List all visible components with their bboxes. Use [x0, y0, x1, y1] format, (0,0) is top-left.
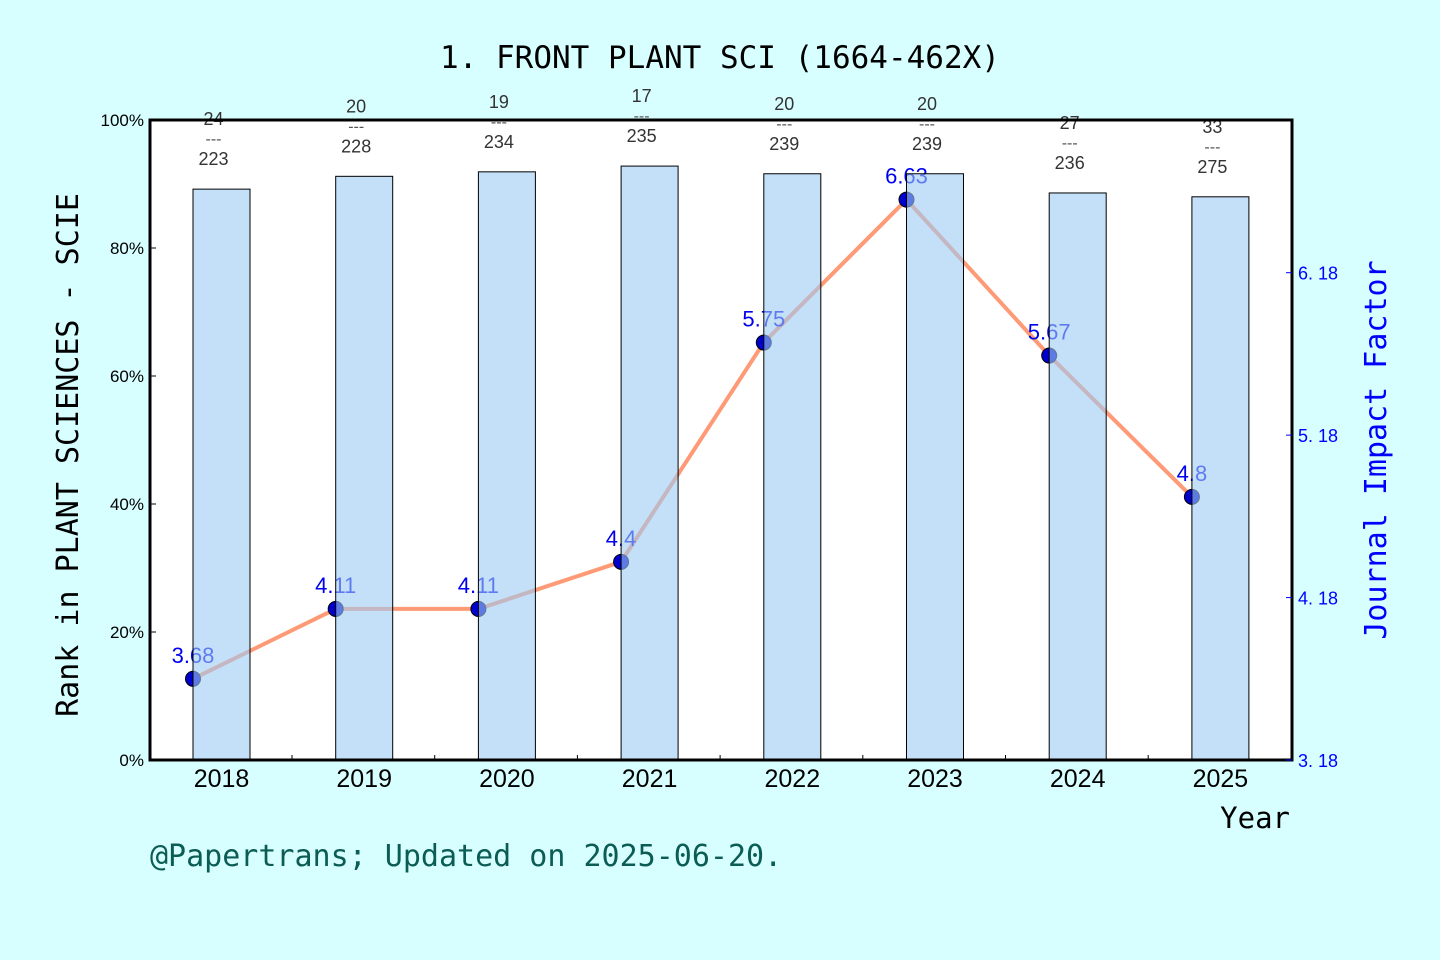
left-tick-label: 0%: [119, 751, 144, 770]
x-tick-label: 2025: [1193, 765, 1249, 793]
x-tick-label: 2023: [907, 765, 963, 793]
axis-layer: 0% 20% 40% 60% 80% 100% 3. 18 4. 18 5. 18 6. 18 20…: [101, 111, 1339, 793]
rank-bar: [1191, 196, 1250, 761]
total-label: 223: [198, 149, 228, 169]
plot-frame: [148, 118, 1294, 762]
rank-bar: [1048, 192, 1107, 761]
bar-label-layer: 24---22320---22819---23417---23520---239…: [198, 86, 1227, 177]
total-label: 239: [912, 134, 942, 154]
rank-bar: [620, 165, 679, 761]
total-label: 235: [627, 126, 657, 146]
total-label: 236: [1055, 153, 1085, 173]
x-tick-label: 2024: [1050, 765, 1106, 793]
total-label: 275: [1197, 157, 1227, 177]
left-tick-label: 20%: [110, 623, 144, 642]
rank-label: 20: [917, 94, 937, 114]
rank-label: 33: [1202, 117, 1222, 137]
x-tick-label: 2021: [622, 765, 678, 793]
plot-area: [150, 120, 1292, 760]
x-tick-label: 2022: [764, 765, 820, 793]
rank-bar: [192, 188, 251, 761]
total-label: 228: [341, 136, 371, 156]
rank-separator: ---: [1204, 139, 1220, 156]
right-tick-label: 5. 18: [1298, 426, 1338, 446]
rank-label: 17: [632, 86, 652, 106]
rank-label: 19: [489, 92, 509, 112]
right-tick-label: 4. 18: [1298, 589, 1338, 609]
right-tick-label: 6. 18: [1298, 264, 1338, 284]
left-axis-label: Rank in PLANT SCIENCES - SCIE: [51, 193, 86, 717]
rank-bar: [477, 171, 536, 761]
right-tick-label: 3. 18: [1298, 751, 1338, 771]
x-axis-label: Year: [1220, 801, 1290, 835]
total-label: 239: [769, 134, 799, 154]
x-tick-label: 2020: [479, 765, 535, 793]
rank-separator: ---: [919, 116, 935, 133]
left-tick-label: 100%: [101, 111, 144, 130]
rank-bar: [335, 175, 394, 761]
rank-label: 27: [1060, 113, 1080, 133]
footer-text: @Papertrans; Updated on 2025-06-20.: [150, 839, 782, 874]
left-tick-label: 40%: [110, 495, 144, 514]
rank-separator: ---: [776, 116, 792, 133]
rank-separator: ---: [634, 108, 650, 125]
rank-separator: ---: [348, 118, 364, 135]
left-tick-label: 60%: [110, 367, 144, 386]
chart-title: 1. FRONT PLANT SCI (1664-462X): [440, 40, 1000, 76]
rank-bar: [763, 173, 822, 761]
rank-separator: ---: [1062, 135, 1078, 152]
rank-bar: [906, 173, 964, 761]
x-tick-label: 2019: [336, 765, 392, 793]
rank-separator: ---: [491, 114, 507, 131]
total-label: 234: [484, 132, 514, 152]
left-tick-label: 80%: [110, 239, 144, 258]
rank-label: 20: [346, 96, 366, 116]
x-tick-label: 2018: [194, 765, 250, 793]
rank-separator: ---: [206, 131, 222, 148]
rank-label: 20: [774, 94, 794, 114]
bar-layer: [192, 165, 1250, 761]
right-axis-label: Journal Impact Factor: [1359, 260, 1394, 639]
